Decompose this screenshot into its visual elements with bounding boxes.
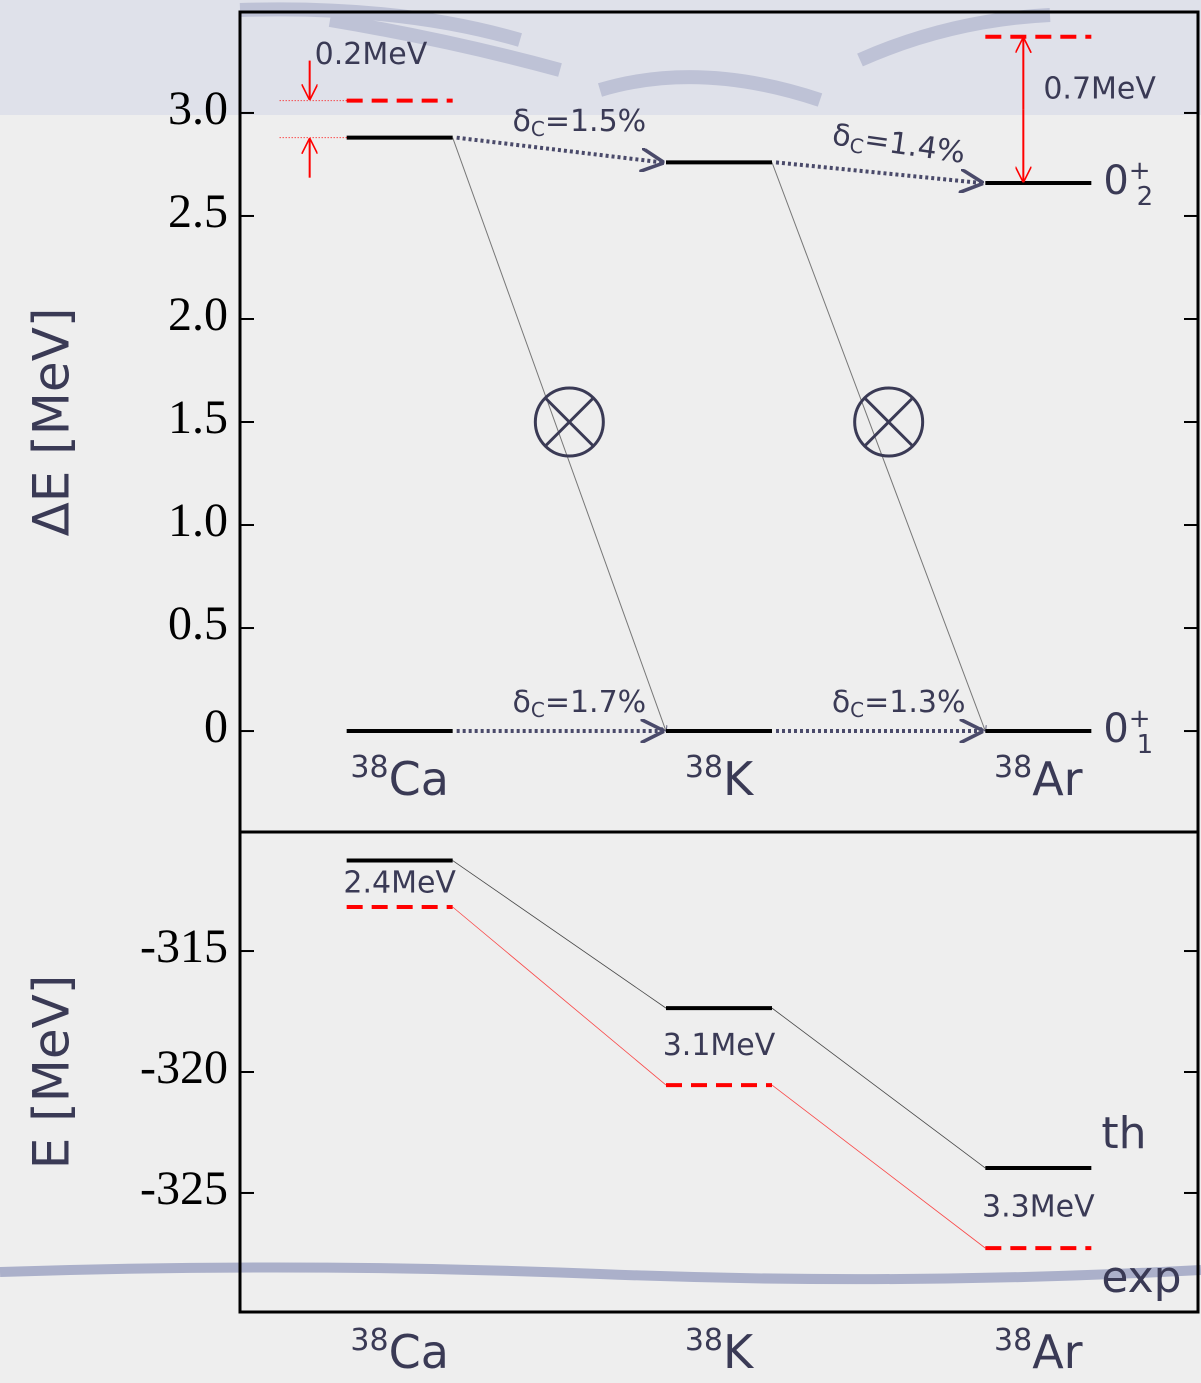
y-tick-label: 0.5 — [168, 597, 228, 650]
background-streak — [0, 1267, 1201, 1279]
y-axis-label: ΔE [MeV] — [23, 308, 81, 537]
nucleus-label: 38Ar — [994, 750, 1083, 806]
y-tick-label: -315 — [140, 920, 228, 973]
gap-label: 2.4MeV — [343, 865, 456, 900]
element-symbol: Ca — [389, 752, 449, 806]
y-tick-label: 0 — [204, 700, 228, 753]
y-tick-label: 1.5 — [168, 391, 228, 444]
nucleus-label: 38Ca — [350, 1323, 449, 1379]
delta-symbol: δ — [832, 685, 850, 720]
level-index: 2 — [1137, 182, 1154, 212]
delta-value: =1.7% — [545, 685, 646, 720]
forbidden-symbol — [545, 398, 593, 446]
mass-number: 38 — [994, 1323, 1032, 1358]
nucleus-label: 38Ca — [350, 750, 449, 806]
nucleus-label: 38K — [685, 1323, 755, 1379]
delta-value: =1.4% — [862, 122, 967, 171]
delta-symbol: δ — [512, 685, 530, 720]
delta-value: =1.3% — [864, 685, 965, 720]
nucleus-label: 38K — [685, 750, 755, 806]
element-symbol: Ar — [1032, 1325, 1082, 1379]
y-tick-label: 1.0 — [168, 494, 228, 547]
level-spin: 0 — [1103, 158, 1128, 204]
chart: ΔE [MeV]00.51.01.52.02.53.038Ca38K38ArδC… — [0, 0, 1201, 1383]
delta-value: =1.5% — [545, 104, 646, 139]
level-label: 0+2 — [1103, 156, 1153, 212]
connector-line — [453, 907, 666, 1085]
element-symbol: Ca — [389, 1325, 449, 1379]
transition-label: δC=1.7% — [512, 685, 646, 722]
decay-line — [453, 138, 666, 731]
transition-label: δC=1.3% — [832, 685, 966, 722]
y-axis-label: E [MeV] — [23, 975, 81, 1170]
mass-number: 38 — [350, 750, 388, 785]
forbidden-symbol — [865, 398, 913, 446]
mass-number: 38 — [685, 750, 723, 785]
decay-line — [772, 162, 985, 731]
level-index: 1 — [1137, 730, 1154, 760]
gap-label: 0.7MeV — [1043, 71, 1156, 106]
connector-line — [772, 1085, 985, 1248]
element-symbol: K — [723, 1325, 755, 1379]
gap-label: 3.3MeV — [982, 1190, 1095, 1225]
y-tick-label: 3.0 — [168, 82, 228, 135]
transition-arrow — [457, 138, 662, 163]
y-tick-label: -325 — [140, 1162, 228, 1215]
delta-subscript: C — [850, 698, 864, 722]
mass-number: 38 — [350, 1323, 388, 1358]
plot-frame — [240, 12, 1198, 1312]
connector-line — [772, 1008, 985, 1168]
y-tick-label: -320 — [140, 1041, 228, 1094]
gap-label: 3.1MeV — [663, 1028, 776, 1063]
element-symbol: Ar — [1032, 752, 1082, 806]
mass-number: 38 — [994, 750, 1032, 785]
legend-label: th — [1101, 1108, 1146, 1159]
legend-label: exp — [1101, 1252, 1181, 1303]
delta-subscript: C — [531, 698, 545, 722]
mass-number: 38 — [685, 1323, 723, 1358]
transition-label: δC=1.4% — [830, 117, 968, 172]
level-spin: 0 — [1103, 706, 1128, 752]
element-symbol: K — [723, 752, 755, 806]
y-tick-label: 2.0 — [168, 288, 228, 341]
delta-symbol: δ — [512, 104, 530, 139]
delta-subscript: C — [531, 117, 545, 141]
nucleus-label: 38Ar — [994, 1323, 1083, 1379]
y-tick-label: 2.5 — [168, 185, 228, 238]
level-label: 0+1 — [1103, 704, 1153, 760]
gap-label: 0.2MeV — [315, 37, 428, 72]
connector-line — [453, 861, 666, 1009]
